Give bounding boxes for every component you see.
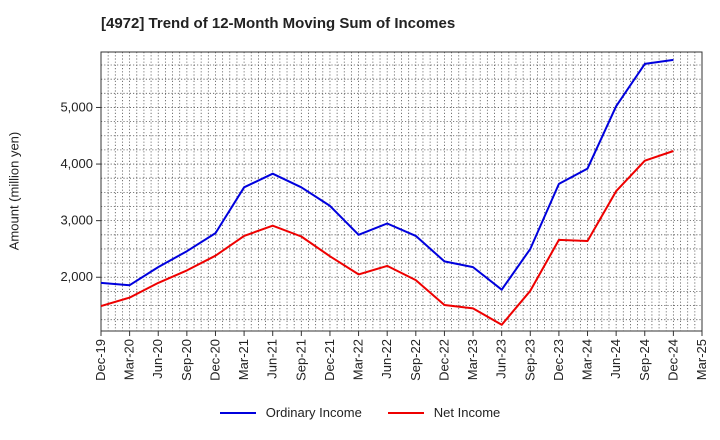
series-line-ordinary-income — [100, 58, 674, 291]
x-tick-label: Mar-23 — [465, 339, 480, 380]
y-tick-label: 4,000 — [60, 156, 93, 171]
x-tick-label: Sep-23 — [522, 339, 537, 381]
legend-swatch-ordinary-income — [219, 411, 256, 414]
x-tick-label: Sep-24 — [637, 339, 652, 381]
x-tick-label: Jun-21 — [265, 339, 280, 379]
plot-area — [101, 52, 702, 331]
legend-swatch-net-income — [387, 411, 424, 414]
x-tick-label: Mar-25 — [694, 339, 709, 380]
x-tick-label: Mar-20 — [122, 339, 137, 380]
y-tick-label: 5,000 — [60, 99, 93, 114]
x-tick-label: Mar-22 — [351, 339, 366, 380]
plot-border — [100, 51, 703, 332]
legend-label-ordinary-income: Ordinary Income — [265, 405, 362, 420]
series-line-net-income — [100, 150, 674, 326]
legend-item-net-income: Net Income — [387, 405, 501, 420]
chart-plot: 2,000 3,000 4,000 5,000 Dec-19 Mar-20 Jun-20 Se… — [60, 51, 709, 381]
x-tick-label: Jun-24 — [608, 339, 623, 379]
legend-label-net-income: Net Income — [433, 405, 501, 420]
x-tick-label: Jun-23 — [494, 339, 509, 379]
x-tick-label: Sep-21 — [293, 339, 308, 381]
y-tick-label: 2,000 — [60, 269, 93, 284]
legend: Ordinary Income Net Income — [0, 405, 720, 420]
x-tick-label: Dec-19 — [93, 339, 108, 381]
x-tick-label: Mar-21 — [236, 339, 251, 380]
chart-title: [4972] Trend of 12-Month Moving Sum of I… — [101, 15, 456, 32]
x-tick-label: Dec-20 — [207, 339, 222, 381]
x-tick-label: Dec-23 — [551, 339, 566, 381]
x-tick-label: Jun-22 — [379, 339, 394, 379]
x-tick-label: Dec-21 — [322, 339, 337, 381]
x-tick-label: Dec-22 — [436, 339, 451, 381]
x-tick-label: Sep-20 — [179, 339, 194, 381]
x-tick-label: Mar-24 — [580, 339, 595, 380]
x-tick-label: Jun-20 — [150, 339, 165, 379]
x-tick-label: Sep-22 — [408, 339, 423, 381]
legend-item-ordinary-income: Ordinary Income — [219, 405, 362, 420]
y-tick-label: 3,000 — [60, 213, 93, 228]
x-tick-label: Dec-24 — [665, 339, 680, 381]
